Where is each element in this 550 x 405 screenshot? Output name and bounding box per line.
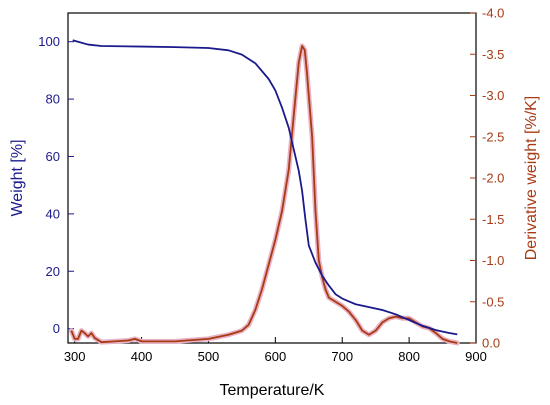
- x-tick-label: 500: [198, 349, 220, 364]
- y-right-tick-label: -2.5: [482, 129, 504, 144]
- y-left-tick-label: 40: [46, 206, 60, 221]
- y-left-axis-title: Weight [%]: [9, 139, 26, 216]
- y-left-tick-label: 20: [46, 264, 60, 279]
- x-tick-label: 700: [331, 349, 353, 364]
- y-right-tick-label: -4.0: [482, 6, 504, 21]
- x-tick-label: 600: [264, 349, 286, 364]
- y-right-tick-label: -3.5: [482, 47, 504, 62]
- x-tick-label: 400: [131, 349, 153, 364]
- x-tick-label: 800: [398, 349, 420, 364]
- y-left-tick-label: 0: [53, 321, 60, 336]
- y-right-tick-label: -1.0: [482, 253, 504, 268]
- y-left-tick-label: 100: [38, 34, 60, 49]
- y-left-tick-label: 80: [46, 92, 60, 107]
- x-tick-label: 900: [465, 349, 487, 364]
- x-tick-label: 300: [64, 349, 86, 364]
- x-axis-title: Temperature/K: [220, 382, 325, 399]
- derivative-highlight: [68, 43, 460, 346]
- y-right-tick-label: -2.0: [482, 171, 504, 186]
- series-layer: [68, 39, 460, 346]
- plot-area: [67, 12, 477, 344]
- y-right-tick-label: -3.0: [482, 88, 504, 103]
- weight-line: [72, 39, 458, 336]
- y-right-axis-title: Derivative weight [%/K]: [523, 96, 540, 261]
- y-left-tick-label: 60: [46, 149, 60, 164]
- y-right-tick-label: -0.5: [482, 294, 504, 309]
- y-right-tick-label: -1.5: [482, 212, 504, 227]
- y-right-tick-label: 0.0: [482, 336, 500, 351]
- ticks-layer: 300 400 500 600 700 800 900 0 20 40 60 80 100 0.0 -0.5…: [38, 6, 504, 365]
- derivative-weight-line: [70, 45, 458, 344]
